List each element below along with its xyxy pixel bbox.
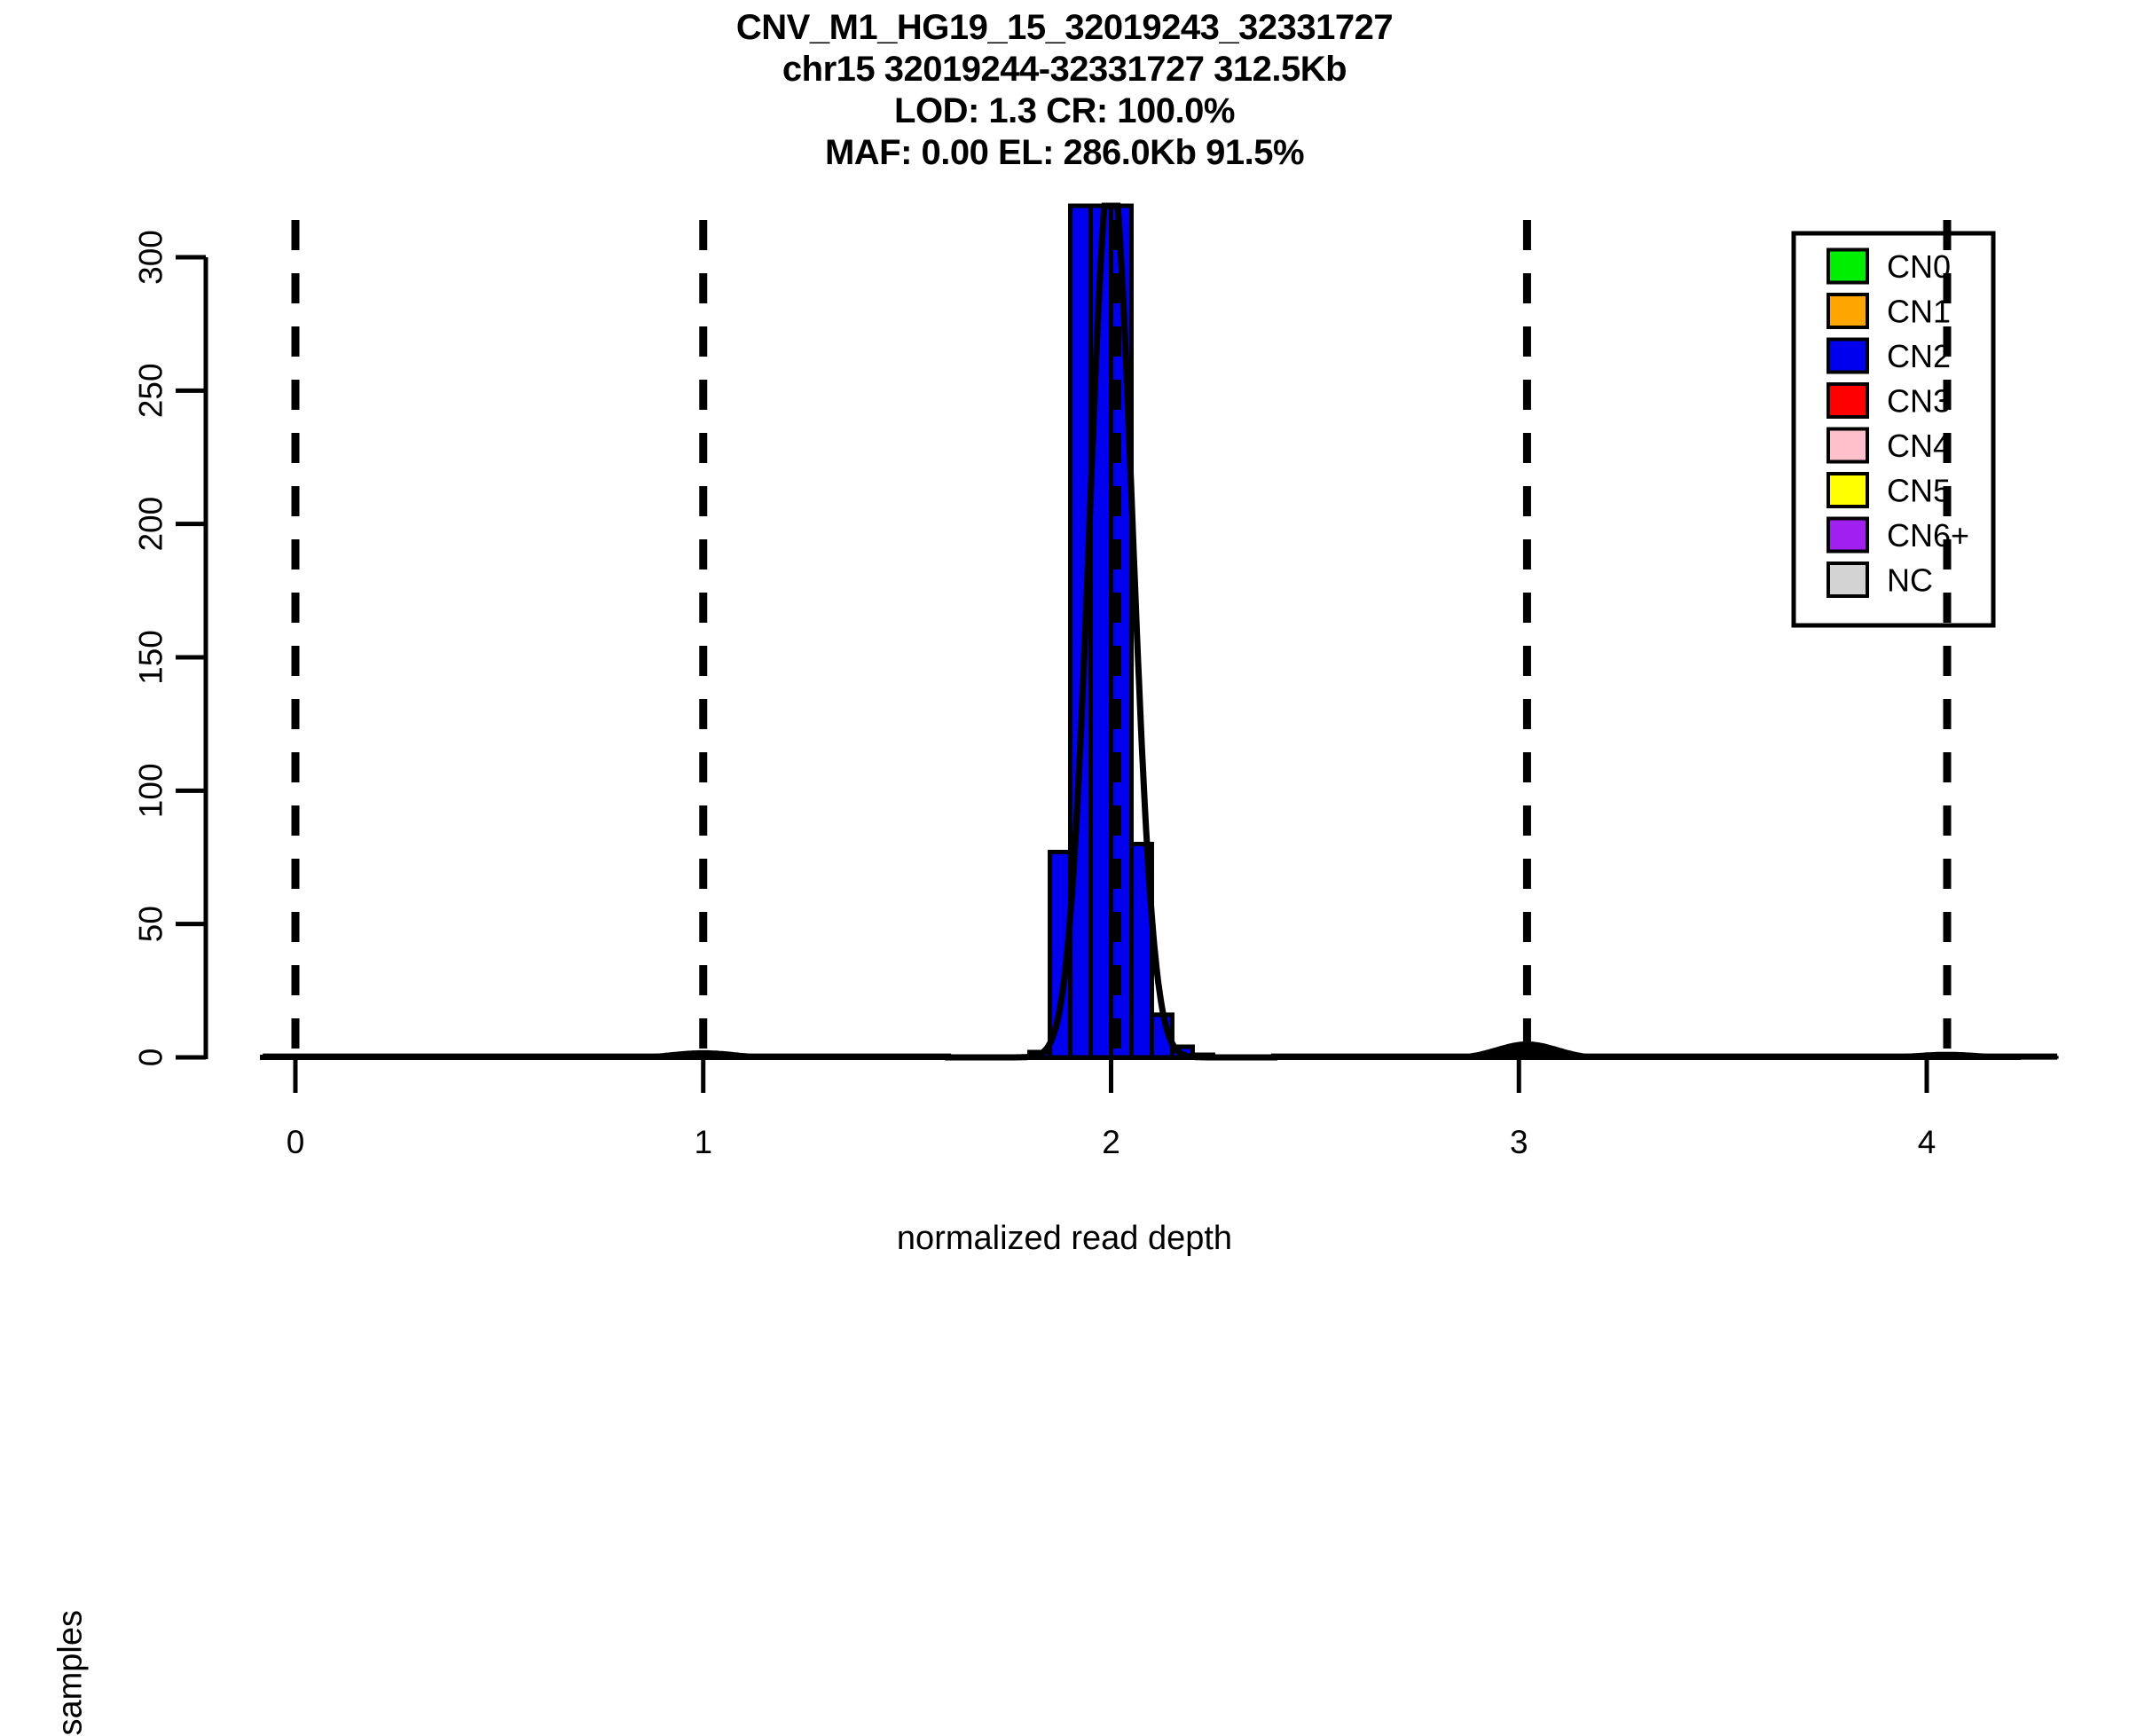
- legend-label: CN4: [1887, 428, 1951, 464]
- legend-label: CN5: [1887, 473, 1951, 509]
- histogram-bars: [1027, 203, 1215, 1060]
- y-tick-label: 50: [133, 906, 169, 942]
- legend-item[interactable]: CN4: [1827, 427, 1951, 464]
- legend-label: CN2: [1887, 338, 1951, 374]
- legend-swatch: [1827, 472, 1869, 508]
- legend-swatch: [1827, 382, 1869, 419]
- legend-label: CN3: [1887, 383, 1951, 420]
- legend-box: [1791, 231, 1996, 628]
- x-tick-label: 2: [1102, 1124, 1120, 1160]
- density-curve: [263, 202, 2058, 1061]
- legend-label: NC: [1887, 562, 1933, 599]
- y-axis-label: samples: [51, 1610, 90, 1736]
- legend-item[interactable]: CN1: [1827, 293, 1951, 330]
- x-tick-label: 0: [287, 1124, 305, 1160]
- y-axis: 0 50 100 150 200 250 300: [133, 230, 208, 1067]
- legend-label: CN6+: [1887, 517, 1969, 554]
- legend-swatch: [1827, 562, 1869, 598]
- cn-marker-lines: [291, 220, 1952, 1061]
- baseline-noise-curve: [263, 1041, 2059, 1059]
- legend-item[interactable]: NC: [1827, 562, 1933, 599]
- legend-label: CN0: [1887, 248, 1951, 285]
- chart-canvas: 0 50 100 150 200 250 300 0 1 2 3 4 CN0 CN1 CN2 CN3 CN4…: [133, 202, 2059, 1160]
- cnv-histogram-plot: CNV_M1_HG19_15_32019243_32331727 chr15 3…: [0, 7, 2129, 1736]
- x-tick-label: 1: [694, 1124, 712, 1160]
- title-line-3: LOD: 1.3 CR: 100.0%: [894, 91, 1235, 130]
- legend-label: CN1: [1887, 294, 1951, 330]
- legend-swatch: [1827, 247, 1869, 285]
- x-axis-label: normalized read depth: [896, 1220, 1233, 1257]
- histogram-bar: [1088, 203, 1113, 1060]
- legend-swatch: [1827, 427, 1869, 464]
- y-tick-label: 300: [133, 230, 169, 285]
- plot-title: CNV_M1_HG19_15_32019243_32331727 chr15 3…: [0, 7, 2129, 174]
- title-line-1: CNV_M1_HG19_15_32019243_32331727: [735, 8, 1394, 47]
- x-axis: 0 1 2 3 4: [260, 1055, 2021, 1160]
- legend-swatch: [1827, 516, 1869, 554]
- title-line-2: chr15 32019244-32331727 312.5Kb: [782, 50, 1347, 89]
- y-tick-label: 0: [133, 1049, 169, 1067]
- legend-swatch: [1827, 337, 1869, 374]
- y-tick-label: 100: [133, 763, 169, 818]
- x-tick-label: 4: [1918, 1124, 1937, 1160]
- y-tick-label: 200: [133, 497, 169, 552]
- legend-item[interactable]: CN5: [1827, 472, 1951, 509]
- legend[interactable]: CN0 CN1 CN2 CN3 CN4 CN5 CN6+ NC: [1791, 231, 1996, 628]
- legend-item[interactable]: CN6+: [1827, 516, 1969, 554]
- title-line-4: MAF: 0.00 EL: 286.0Kb 91.5%: [824, 133, 1305, 172]
- legend-item[interactable]: CN3: [1827, 382, 1951, 420]
- legend-item[interactable]: CN2: [1827, 337, 1951, 374]
- legend-swatch: [1827, 293, 1869, 329]
- y-tick-label: 250: [133, 363, 169, 418]
- y-tick-label: 150: [133, 630, 169, 685]
- x-tick-label: 3: [1510, 1124, 1528, 1160]
- legend-item[interactable]: CN0: [1827, 247, 1951, 285]
